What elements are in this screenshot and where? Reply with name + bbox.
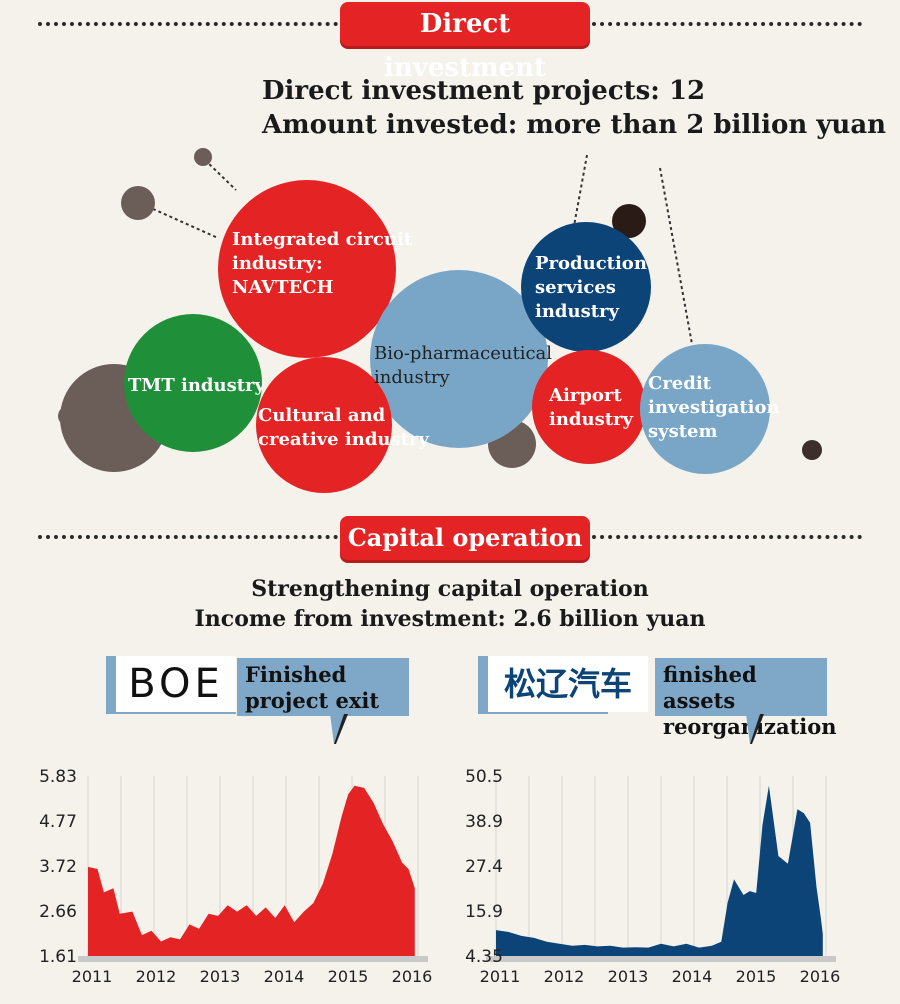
y-tick-label: 38.9 (465, 812, 503, 832)
x-tick-label: 2013 (608, 967, 649, 986)
x-tick-label: 2014 (264, 967, 305, 986)
x-tick-label: 2016 (392, 967, 433, 986)
y-tick-label: 2.66 (39, 902, 77, 922)
decor-dot (194, 148, 212, 166)
songliao-banner-tail (746, 714, 764, 744)
x-axis-bar (486, 956, 836, 962)
y-tick-label: 3.72 (39, 857, 77, 877)
divider-right (592, 535, 862, 539)
x-tick-label: 2015 (736, 967, 777, 986)
divider-left (38, 22, 338, 26)
direct-investment-title: Direct investment (340, 2, 590, 83)
connector-line (573, 154, 588, 227)
y-tick-label: 15.9 (465, 902, 503, 922)
connector-line (204, 159, 237, 191)
bubble-credit (640, 344, 770, 474)
x-tick-label: 2016 (800, 967, 841, 986)
bubble-ic (218, 180, 396, 358)
label-production: Production services industry (535, 253, 647, 322)
label-ic: Integrated circuit industry: NAVTECH (232, 229, 413, 298)
x-tick-label: 2015 (328, 967, 369, 986)
boe-logo-text: BOE (128, 661, 224, 707)
amount-invested-text: Amount invested: more than 2 billion yua… (262, 110, 887, 140)
boe-banner: Finished project exit (237, 658, 409, 716)
y-tick-label: 5.83 (39, 767, 77, 787)
connector-line (141, 203, 219, 239)
capital-operation-title: Capital operation (340, 516, 590, 560)
boe-banner-tail (330, 714, 348, 744)
x-tick-label: 2012 (136, 967, 177, 986)
label-bio: Bio-pharmaceutical industry (374, 343, 553, 388)
label-tmt: TMT industry (128, 375, 265, 396)
decor-dot (802, 440, 822, 460)
series-area (88, 785, 415, 956)
capital-summary-2: Income from investment: 2.6 billion yuan (194, 606, 706, 632)
songliao-logo: 松辽汽车 (488, 656, 648, 712)
bubble-airport (532, 350, 646, 464)
decor-dot (121, 186, 155, 220)
y-tick-label: 4.77 (39, 812, 77, 832)
direct-summary: Direct investment projects: 12 Amount in… (262, 74, 886, 142)
y-tick-label: 27.4 (465, 857, 503, 877)
songliao-banner: finished assets reorganization (655, 658, 837, 739)
label-airport: Airport industry (549, 385, 633, 430)
label-credit: Credit investigation system (648, 373, 780, 442)
x-tick-label: 2011 (72, 967, 113, 986)
x-tick-label: 2013 (200, 967, 241, 986)
connector-line (659, 167, 693, 345)
y-tick-label: 1.61 (39, 947, 77, 967)
x-tick-label: 2011 (480, 967, 521, 986)
label-cultural: Cultural and creative industry (258, 405, 429, 450)
y-tick-label: 50.5 (465, 767, 503, 787)
connector-lines (141, 154, 693, 345)
bubble-production (521, 222, 651, 352)
songliao-logo-text: 松辽汽车 (503, 665, 632, 703)
series-area (496, 785, 823, 956)
direct-projects-text: Direct investment projects: 12 (262, 76, 706, 106)
x-tick-label: 2014 (672, 967, 713, 986)
y-tick-label: 4.35 (465, 947, 503, 967)
bubble-bio (370, 270, 548, 448)
divider-left (38, 535, 338, 539)
divider-right (592, 22, 862, 26)
x-axis-bar (78, 956, 428, 962)
boe-logo: BOE (116, 656, 236, 712)
capital-summary-1: Strengthening capital operation (251, 576, 649, 602)
x-tick-label: 2012 (544, 967, 585, 986)
bubble-tmt (124, 314, 262, 452)
bubble-cultural (256, 357, 392, 493)
